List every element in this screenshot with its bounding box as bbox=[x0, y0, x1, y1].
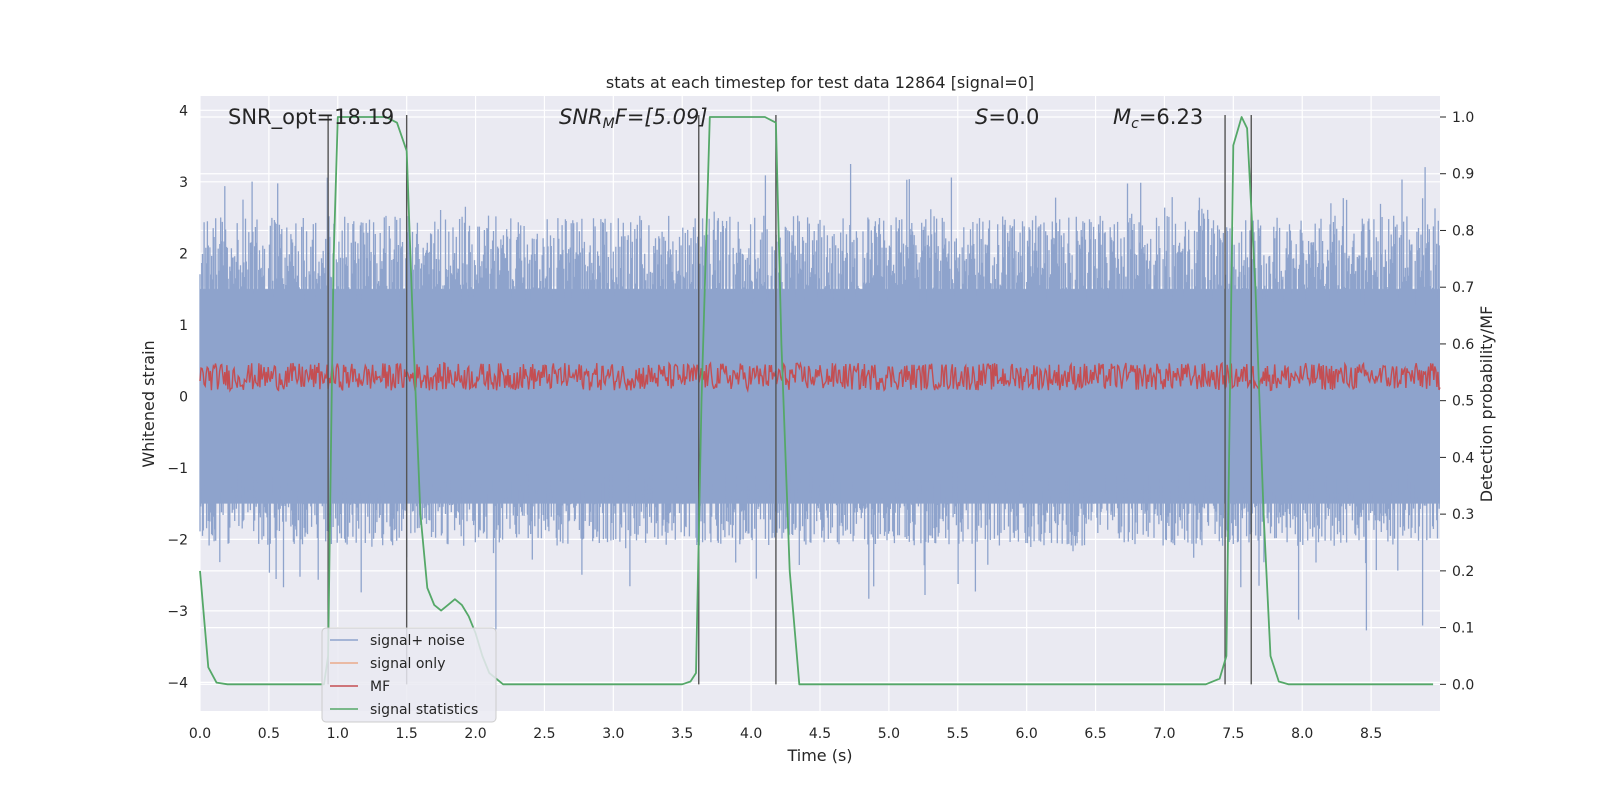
y-right-tick-labels: 1.0 0.9 0.8 0.7 0.6 0.5 0.4 0.3 0.2 0.1 0.0 bbox=[1440, 110, 1474, 693]
annotation-snr-opt: SNR_opt=18.19 bbox=[228, 105, 394, 130]
y-tick-label: 0 bbox=[179, 389, 188, 405]
signal-statistics-series bbox=[199, 116, 1434, 686]
y-right-tick-label: 0.0 bbox=[1452, 677, 1474, 693]
x-tick-label: 0.0 bbox=[189, 726, 211, 742]
y-tick-label: −3 bbox=[167, 604, 188, 620]
snr-mf-rest: F=[5.09] bbox=[615, 105, 708, 129]
y-tick-label: 3 bbox=[179, 175, 188, 191]
mc-sub: c bbox=[1131, 116, 1139, 132]
legend: signal+ noise signal only MF signal stat… bbox=[321, 627, 497, 723]
signal-statistics-line bbox=[199, 116, 1434, 686]
x-tick-label: 8.5 bbox=[1360, 726, 1382, 742]
x-tick-label: 1.5 bbox=[396, 726, 418, 742]
y-right-tick-label: 0.5 bbox=[1452, 394, 1474, 410]
y-right-tick-label: 0.6 bbox=[1452, 337, 1474, 353]
y-right-tick-label: 0.7 bbox=[1452, 280, 1474, 296]
y-tick-label: 1 bbox=[179, 318, 188, 334]
x-tick-label: 4.5 bbox=[809, 726, 831, 742]
legend-label-noise: signal+ noise bbox=[370, 633, 465, 649]
x-tick-label: 5.5 bbox=[947, 726, 969, 742]
y-right-tick-label: 0.8 bbox=[1452, 223, 1474, 239]
annotation-snr-mf: SNRMF=[5.09] bbox=[559, 105, 708, 132]
y-tick-label: −2 bbox=[167, 532, 188, 548]
x-tick-label: 6.5 bbox=[1084, 726, 1106, 742]
legend-label-mf: MF bbox=[370, 679, 390, 695]
x-tick-labels: 0.0 0.5 1.0 1.5 2.0 2.5 3.0 3.5 4.0 4.5 5.0 5.5 6.0 6… bbox=[189, 726, 1382, 742]
y-right-tick-label: 0.1 bbox=[1452, 621, 1474, 637]
y-right-tick-label: 0.3 bbox=[1452, 507, 1474, 523]
x-tick-label: 3.5 bbox=[671, 726, 693, 742]
y-axis-label: Whitened strain bbox=[139, 340, 158, 467]
y-tick-label: 2 bbox=[179, 246, 188, 262]
x-tick-label: 0.5 bbox=[258, 726, 280, 742]
legend-box bbox=[321, 627, 497, 723]
x-tick-label: 6.0 bbox=[1016, 726, 1038, 742]
y-tick-label: −4 bbox=[167, 675, 188, 691]
y-right-tick-label: 0.4 bbox=[1452, 450, 1474, 466]
x-tick-label: 3.0 bbox=[602, 726, 624, 742]
y-tick-labels: 4 3 2 1 0 −1 −2 −3 −4 bbox=[167, 103, 188, 691]
x-tick-label: 5.0 bbox=[878, 726, 900, 742]
legend-label-signal-only: signal only bbox=[370, 656, 445, 672]
y-right-axis-label: Detection probability/MF bbox=[1477, 306, 1496, 503]
x-tick-label: 2.0 bbox=[464, 726, 486, 742]
x-tick-label: 1.0 bbox=[327, 726, 349, 742]
y-tick-label: 4 bbox=[179, 103, 188, 119]
legend-label-signal-statistics: signal statistics bbox=[370, 702, 478, 718]
x-tick-label: 4.0 bbox=[740, 726, 762, 742]
y-right-tick-label: 0.2 bbox=[1452, 564, 1474, 580]
x-tick-label: 7.0 bbox=[1153, 726, 1175, 742]
mc-rest: =6.23 bbox=[1139, 105, 1203, 129]
x-axis-label: Time (s) bbox=[786, 746, 852, 765]
snr-mf-sub: M bbox=[603, 116, 615, 132]
annotation-mc: Mc=6.23 bbox=[1113, 105, 1203, 132]
s-rest: =0.0 bbox=[988, 105, 1039, 129]
mc-base: M bbox=[1113, 105, 1131, 129]
y-right-tick-label: 0.9 bbox=[1452, 167, 1474, 183]
chart-title: stats at each timestep for test data 128… bbox=[606, 73, 1034, 92]
x-tick-label: 7.5 bbox=[1222, 726, 1244, 742]
annotation-s: S=0.0 bbox=[975, 105, 1039, 129]
y-tick-label: −1 bbox=[167, 461, 188, 477]
noise-trace bbox=[199, 164, 1440, 631]
snr-mf-base: SNR bbox=[559, 105, 603, 129]
s-base: S bbox=[975, 105, 988, 129]
detection-boundaries bbox=[327, 114, 1252, 685]
y-right-tick-label: 1.0 bbox=[1452, 110, 1474, 126]
x-tick-label: 2.5 bbox=[533, 726, 555, 742]
x-tick-label: 8.0 bbox=[1291, 726, 1313, 742]
